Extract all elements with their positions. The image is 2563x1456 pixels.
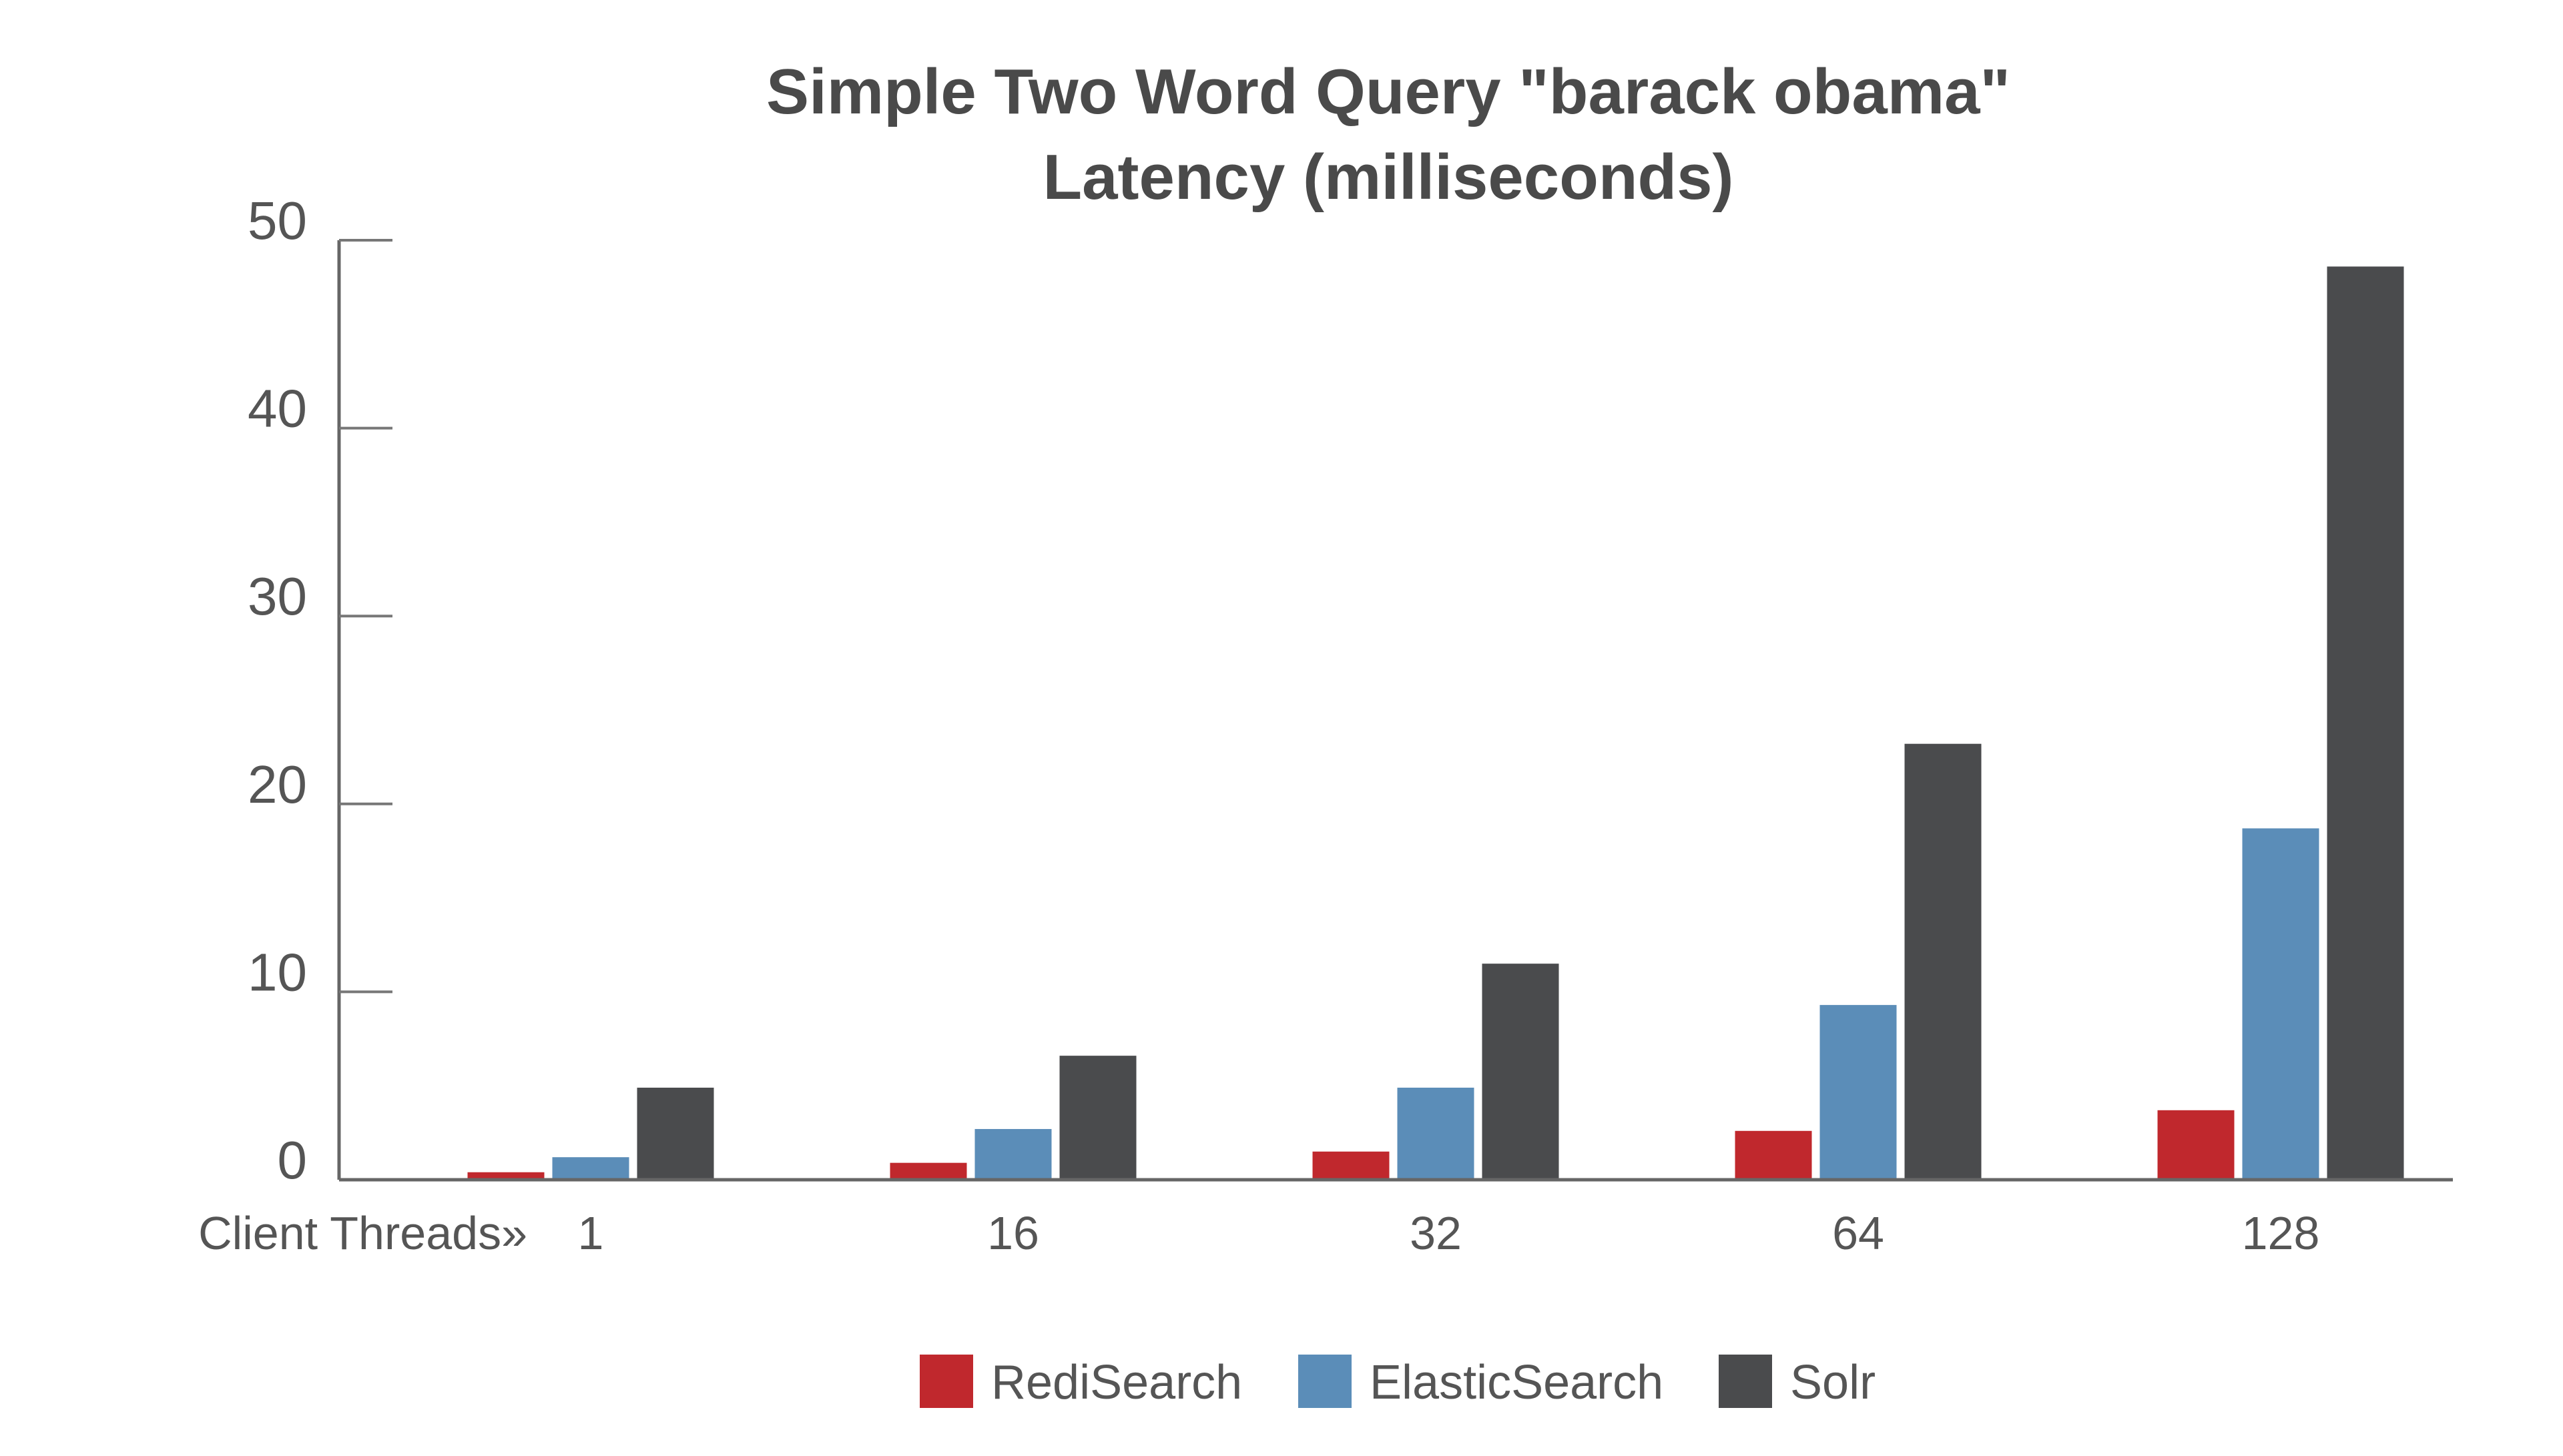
bar-solr-128 [2327,266,2404,1180]
bar-solr-64 [1904,743,1982,1180]
chart-title-line-1: Simple Two Word Query "barack obama" [766,56,2010,127]
bar-elasticsearch-1 [552,1157,629,1180]
y-tick-label: 20 [248,755,307,814]
x-tick-label: 16 [987,1207,1039,1259]
bar-elasticsearch-16 [974,1128,1052,1180]
bars [467,266,2404,1180]
y-tick-label: 30 [248,567,307,626]
y-tick-label: 0 [278,1130,308,1190]
legend-swatch-redisearch [920,1355,973,1408]
bar-redisearch-1 [467,1172,545,1180]
bar-solr-32 [1482,964,1559,1180]
bar-redisearch-16 [890,1162,967,1180]
y-tick-label: 40 [248,379,307,438]
x-tick-label: 32 [1410,1207,1462,1259]
bar-elasticsearch-32 [1397,1088,1474,1180]
bar-elasticsearch-128 [2242,828,2319,1180]
legend-swatch-solr [1719,1355,1772,1408]
x-axis-label: Client Threads» [198,1207,527,1259]
legend: RediSearch ElasticSearch Solr [920,1355,1876,1409]
x-axis: Client Threads» 1 16 32 64 128 [198,1178,2453,1259]
bar-solr-1 [637,1088,714,1180]
y-axis: 0 10 20 30 40 50 [248,191,392,1190]
bar-redisearch-64 [1735,1130,1812,1180]
bar-solr-16 [1059,1056,1137,1180]
bar-redisearch-32 [1312,1151,1390,1180]
x-tick-label: 64 [1832,1207,1884,1259]
chart-title-line-2: Latency (milliseconds) [1043,141,1734,213]
bar-redisearch-128 [2157,1110,2235,1180]
x-tick-label: 1 [578,1207,604,1259]
legend-label-elasticsearch: ElasticSearch [1370,1356,1663,1409]
legend-label-redisearch: RediSearch [991,1356,1242,1409]
y-tick-label: 50 [248,191,307,250]
legend-label-solr: Solr [1790,1356,1876,1409]
y-tick-label: 10 [248,942,307,1002]
x-tick-label: 128 [2242,1207,2320,1259]
legend-swatch-elasticsearch [1298,1355,1352,1408]
bar-elasticsearch-64 [1819,1005,1897,1180]
